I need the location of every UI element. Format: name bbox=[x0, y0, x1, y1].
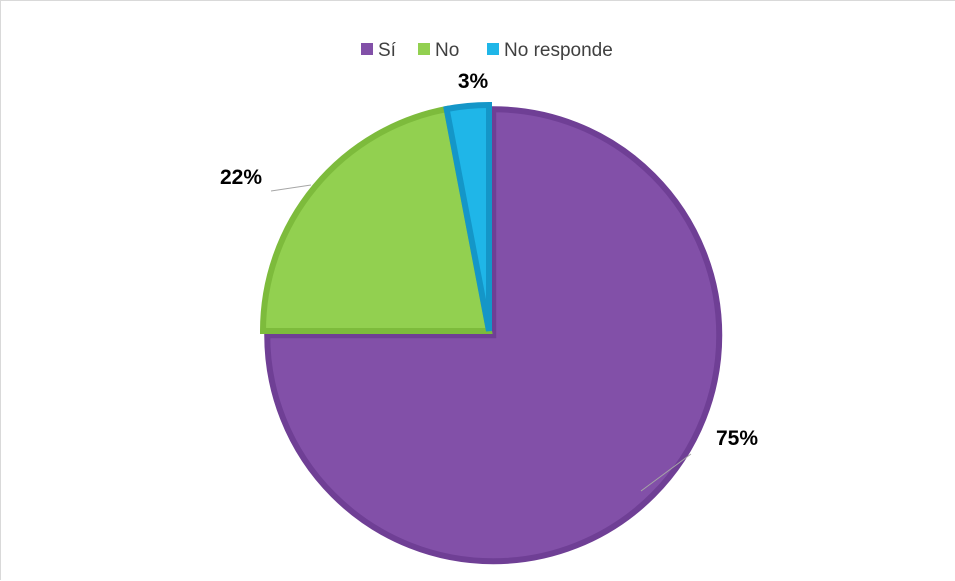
legend-item-si: Sí bbox=[361, 40, 397, 61]
data-labels: 75% 22% 3% bbox=[220, 70, 758, 450]
slices-group bbox=[259, 101, 723, 565]
legend-label-no-responde: No responde bbox=[504, 40, 613, 61]
legend-label-si: Sí bbox=[378, 40, 397, 61]
legend-swatch-si bbox=[361, 43, 373, 55]
leader-line-si bbox=[640, 453, 692, 492]
data-label-no-responde: 3% bbox=[458, 70, 489, 93]
pie-slice-no bbox=[259, 105, 493, 334]
legend-item-no: No bbox=[418, 40, 459, 61]
legend-swatch-no-responde bbox=[487, 43, 499, 55]
data-label-no: 22% bbox=[220, 166, 262, 189]
legend-item-no-responde: No responde bbox=[487, 40, 613, 61]
leader-line-no bbox=[270, 184, 312, 192]
legend-swatch-no bbox=[418, 43, 430, 55]
pie-slice-no-responde bbox=[443, 101, 492, 332]
legend-label-no: No bbox=[435, 40, 459, 61]
data-label-si: 75% bbox=[716, 427, 758, 450]
pie-slice-si bbox=[264, 106, 723, 565]
legend: Sí No No responde bbox=[361, 40, 613, 61]
leader-lines bbox=[270, 184, 692, 492]
